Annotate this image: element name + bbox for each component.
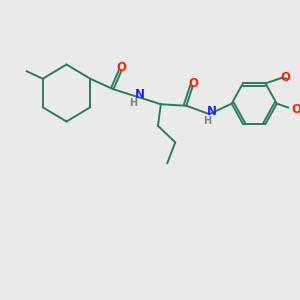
Text: O: O — [188, 77, 198, 90]
Text: H: H — [203, 116, 211, 126]
Text: N: N — [135, 88, 145, 100]
Text: O: O — [291, 103, 300, 116]
Text: N: N — [207, 105, 217, 118]
Text: O: O — [116, 61, 127, 74]
Text: O: O — [280, 71, 290, 84]
Text: H: H — [130, 98, 138, 108]
